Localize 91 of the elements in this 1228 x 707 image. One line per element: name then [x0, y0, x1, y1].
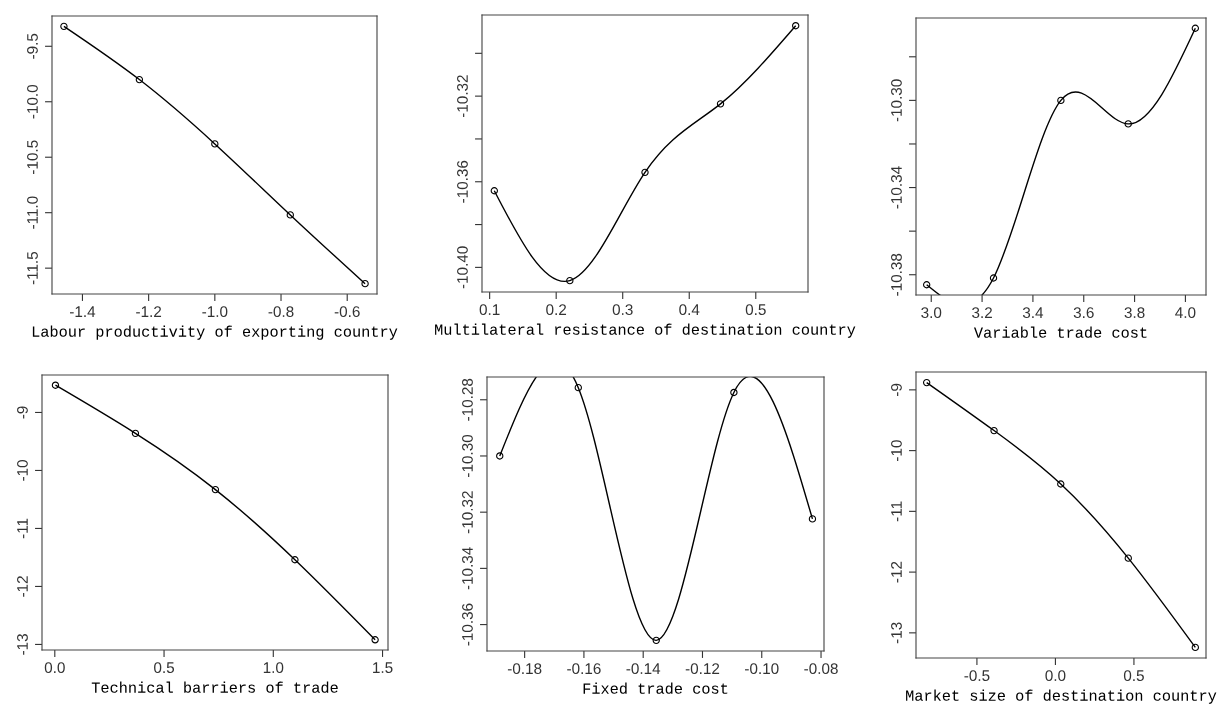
x-tick-label: 0.3: [612, 304, 633, 316]
x-tick-label: -0.8: [268, 306, 294, 318]
x-tick-label: 0.5: [1123, 670, 1144, 682]
x-tick-label: 3.4: [1022, 307, 1044, 319]
y-tick-label: -10.38: [891, 253, 902, 296]
x-tick-label: -1.4: [69, 306, 96, 317]
x-tick-label: 4.0: [1175, 307, 1196, 319]
point: [496, 452, 504, 460]
x-tick-label: 1.5: [373, 662, 393, 674]
y-tick-label: -10: [17, 460, 28, 481]
point: [291, 556, 299, 564]
point: [641, 168, 649, 177]
y-tick-label: -10.28: [462, 378, 473, 421]
point: [51, 381, 60, 389]
x-tick-label: 0.4: [679, 304, 700, 316]
point: [1057, 96, 1065, 105]
x-tick-label: 0.5: [745, 304, 766, 316]
point: [989, 274, 998, 282]
x-tick-label: 3.8: [1124, 307, 1145, 319]
point: [1124, 120, 1132, 128]
y-tick-label: -13: [17, 634, 28, 655]
x-tick-label: -0.08: [804, 663, 838, 675]
x-tick-label: -1.2: [136, 306, 162, 317]
y-tick-label: -12: [17, 576, 28, 597]
x-axis-title: Variable trade cost: [973, 326, 1147, 338]
point: [730, 388, 738, 397]
point: [566, 276, 574, 285]
y-tick-label: -11: [891, 501, 902, 522]
point: [922, 378, 931, 387]
point: [361, 280, 369, 288]
point: [371, 636, 379, 644]
y-tick-label: -10.30: [462, 434, 473, 477]
y-tick-label: -10.36: [462, 603, 473, 646]
x-tick-label: -0.12: [685, 663, 720, 675]
y-tick-label: -9.5: [27, 33, 38, 59]
point: [1191, 24, 1200, 32]
x-tick-label: -0.5: [964, 670, 990, 682]
point: [1057, 480, 1065, 488]
x-tick-label: -0.16: [567, 663, 601, 675]
point: [131, 429, 140, 438]
y-tick-label: -10.32: [457, 75, 468, 118]
y-tick-label: -10.36: [457, 160, 468, 203]
x-axis-title: Labour productivity of exporting country: [32, 325, 398, 340]
y-tick-label: -10: [891, 440, 902, 461]
y-tick-label: -9: [891, 383, 902, 396]
y-tick-label: -10.40: [457, 246, 468, 289]
point: [286, 211, 294, 219]
point: [716, 100, 725, 108]
x-tick-label: 0.5: [154, 662, 175, 674]
x-axis-title: Technical barriers of trade: [91, 681, 338, 693]
x-tick-label: 3.0: [921, 307, 942, 319]
x-tick-label: -0.10: [745, 663, 779, 675]
point: [792, 22, 800, 30]
x-tick-label: 3.6: [1073, 307, 1094, 319]
y-tick-label: -10.30: [891, 79, 902, 122]
y-tick-label: -12: [891, 561, 902, 583]
y-tick-label: -11.5: [27, 251, 38, 285]
point: [922, 281, 931, 289]
point: [652, 636, 660, 645]
y-tick-label: -11.0: [27, 196, 38, 229]
y-tick-label: -13: [891, 622, 902, 644]
point: [1124, 554, 1132, 562]
x-tick-label: 0.2: [546, 304, 567, 316]
x-tick-label: 1.0: [263, 662, 284, 674]
x-tick-label: 3.2: [972, 307, 992, 319]
point: [990, 426, 998, 435]
x-tick-label: 0.0: [44, 662, 65, 674]
x-tick-label: -1.0: [202, 306, 228, 318]
point: [1191, 643, 1200, 652]
x-tick-label: -0.6: [334, 306, 360, 318]
point: [211, 140, 219, 148]
point: [574, 383, 582, 392]
point: [60, 22, 68, 30]
y-tick-label: -11: [17, 518, 28, 539]
x-tick-label: 0.1: [479, 304, 500, 316]
y-tick-label: -9: [17, 406, 28, 419]
x-axis-title: Fixed trade cost: [583, 682, 728, 694]
y-tick-label: -10.32: [462, 491, 473, 534]
y-tick-label: -10.0: [27, 84, 38, 119]
y-tick-label: -10.5: [27, 140, 38, 174]
x-tick-label: -0.14: [626, 663, 661, 675]
y-tick-label: -10.34: [462, 547, 473, 590]
x-tick-label: 0.0: [1045, 670, 1066, 682]
point: [490, 187, 498, 195]
point: [135, 75, 144, 84]
x-tick-label: -0.18: [507, 663, 542, 675]
x-axis-title: Multilateral resistance of destination country: [435, 323, 856, 338]
point: [808, 515, 817, 523]
y-tick-label: -10.34: [891, 166, 902, 209]
x-axis-title: Market size of destination country: [906, 689, 1217, 704]
point: [211, 485, 220, 494]
